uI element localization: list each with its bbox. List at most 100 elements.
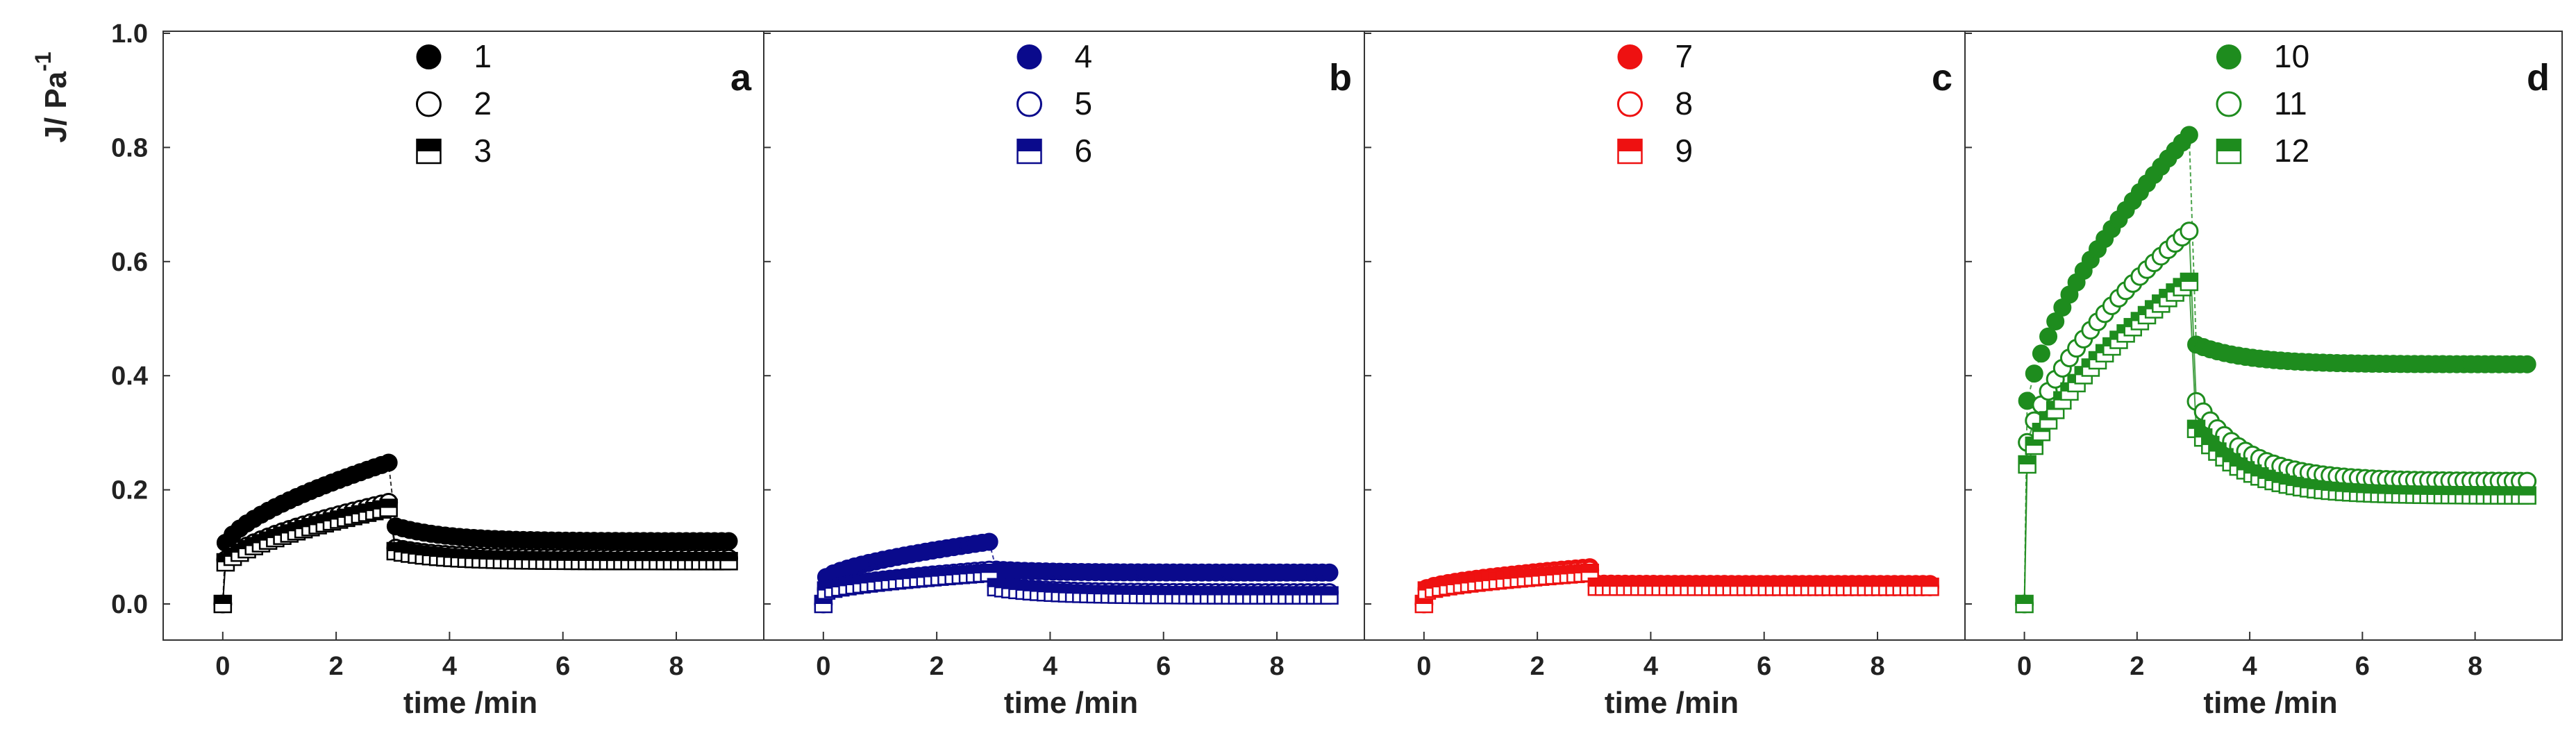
- data-point: [1580, 563, 1599, 582]
- panel-c: 0 2 4 6 8 time /min c 7 8 9: [1364, 31, 1966, 720]
- x-tick-label: 8: [1870, 652, 1884, 681]
- half-square-fill: [2518, 487, 2536, 496]
- x-tick-label: 6: [1757, 652, 1771, 681]
- x-tick-label: 0: [816, 652, 830, 681]
- legend-entry: 12: [2274, 133, 2309, 169]
- legend-marker: [1617, 138, 1643, 165]
- data-point: [213, 594, 233, 614]
- data-point: [2180, 126, 2198, 144]
- legend-marker: [416, 44, 442, 69]
- legend-marker: [2216, 91, 2242, 117]
- y-tick-label: 0.2: [111, 476, 148, 505]
- panel-a: 0 2 4 6 8 time /min a 1 2 3: [162, 31, 764, 720]
- x-tick-label: 6: [2355, 652, 2370, 681]
- legend-marker: [1617, 91, 1643, 117]
- half-square-fill: [2018, 456, 2036, 465]
- x-tick-label: 0: [1416, 652, 1431, 681]
- half-square-fill: [214, 596, 231, 604]
- legend-entry: 5: [1075, 85, 1093, 121]
- half-square-fill: [2217, 140, 2241, 151]
- half-square-fill: [417, 140, 441, 151]
- legend-entry: 2: [474, 85, 492, 121]
- legend-entry: 8: [1675, 85, 1693, 121]
- legend-entry: 7: [1675, 38, 1693, 74]
- panel-label: d: [2527, 57, 2550, 99]
- legend-marker: [1017, 91, 1042, 117]
- x-tick-label: 0: [2017, 652, 2032, 681]
- half-square-fill: [1618, 140, 1642, 151]
- data-point: [2180, 221, 2199, 241]
- series-11: [2015, 221, 2537, 614]
- data-point: [2039, 327, 2058, 346]
- series-9: [1414, 563, 1939, 614]
- legend-entry: 6: [1075, 133, 1093, 169]
- y-tick-labels: 0.0 0.2 0.4 0.6 0.8 1.0: [111, 19, 148, 619]
- x-tick-label: 4: [1644, 652, 1658, 681]
- half-square-fill: [720, 553, 737, 562]
- y-tick-label: 0.0: [111, 590, 148, 619]
- y-axis-label-exponent: -1: [31, 51, 56, 71]
- x-axis-title: time /min: [403, 686, 537, 720]
- legend-marker: [416, 91, 442, 117]
- half-square-fill: [2195, 429, 2212, 438]
- panel-label: c: [1932, 57, 1952, 99]
- series-10: [2015, 126, 2536, 613]
- data-point: [2518, 355, 2536, 373]
- data-point: [719, 552, 738, 571]
- data-point: [980, 532, 998, 551]
- legend-marker: [416, 138, 442, 165]
- legend-entry: 11: [2274, 85, 2307, 121]
- x-tick-label: 2: [2130, 652, 2144, 681]
- panel-d: 0 2 4 6 8 time /min d 10 11 12: [1964, 31, 2563, 720]
- data-point: [2032, 344, 2050, 363]
- legend-marker: [2216, 138, 2242, 165]
- x-tick-label: 8: [2468, 652, 2482, 681]
- data-point: [1921, 578, 1939, 596]
- half-square-fill: [2016, 596, 2033, 604]
- x-axis-title: time /min: [1004, 686, 1138, 720]
- panel-label: a: [730, 57, 752, 99]
- series-3: [213, 498, 738, 614]
- data-point: [2518, 486, 2536, 505]
- panel-frame: [1964, 31, 2563, 641]
- half-square-fill: [1321, 587, 1338, 596]
- x-tick-label: 4: [1043, 652, 1057, 681]
- data-point: [1320, 563, 1339, 582]
- half-square-fill: [2188, 420, 2205, 429]
- x-axis-title: time /min: [1605, 686, 1739, 720]
- series-1: [213, 453, 738, 613]
- series-12: [2015, 272, 2536, 614]
- y-tick-label: 1.0: [111, 19, 148, 49]
- half-square-fill: [1017, 140, 1042, 151]
- x-axis-title: time /min: [2203, 686, 2337, 720]
- data-point: [2015, 594, 2034, 614]
- legend-marker: [1017, 138, 1042, 165]
- legend-marker: [1617, 44, 1643, 69]
- x-tick-label: 2: [930, 652, 944, 681]
- data-point: [2180, 272, 2199, 292]
- y-tick-label: 0.8: [111, 133, 148, 162]
- legend-entry: 10: [2274, 38, 2309, 74]
- data-point: [1320, 586, 1339, 605]
- data-point: [719, 532, 738, 551]
- series-line: [2023, 229, 2527, 605]
- half-square-fill: [380, 499, 397, 508]
- x-tick-label: 6: [1156, 652, 1171, 681]
- x-tick-label: 2: [329, 652, 344, 681]
- svg-text:J/ Pa-1: J/ Pa-1: [31, 51, 73, 142]
- x-tick-label: 2: [1530, 652, 1545, 681]
- half-square-fill: [2180, 273, 2198, 282]
- series-6: [814, 563, 1339, 614]
- y-tick-label: 0.6: [111, 248, 148, 277]
- data-point: [2025, 364, 2043, 383]
- x-tick-label: 8: [1269, 652, 1284, 681]
- x-tick-label: 8: [669, 652, 683, 681]
- panel-frame: [1364, 31, 1966, 641]
- half-square-fill: [1921, 578, 1939, 587]
- x-tick-label: 0: [215, 652, 230, 681]
- panel-b: 0 2 4 6 8 time /min b 4 5 6: [763, 31, 1365, 720]
- data-point: [379, 498, 398, 517]
- y-tick-label: 0.4: [111, 362, 148, 391]
- y-axis-label: J/ Pa: [39, 71, 73, 142]
